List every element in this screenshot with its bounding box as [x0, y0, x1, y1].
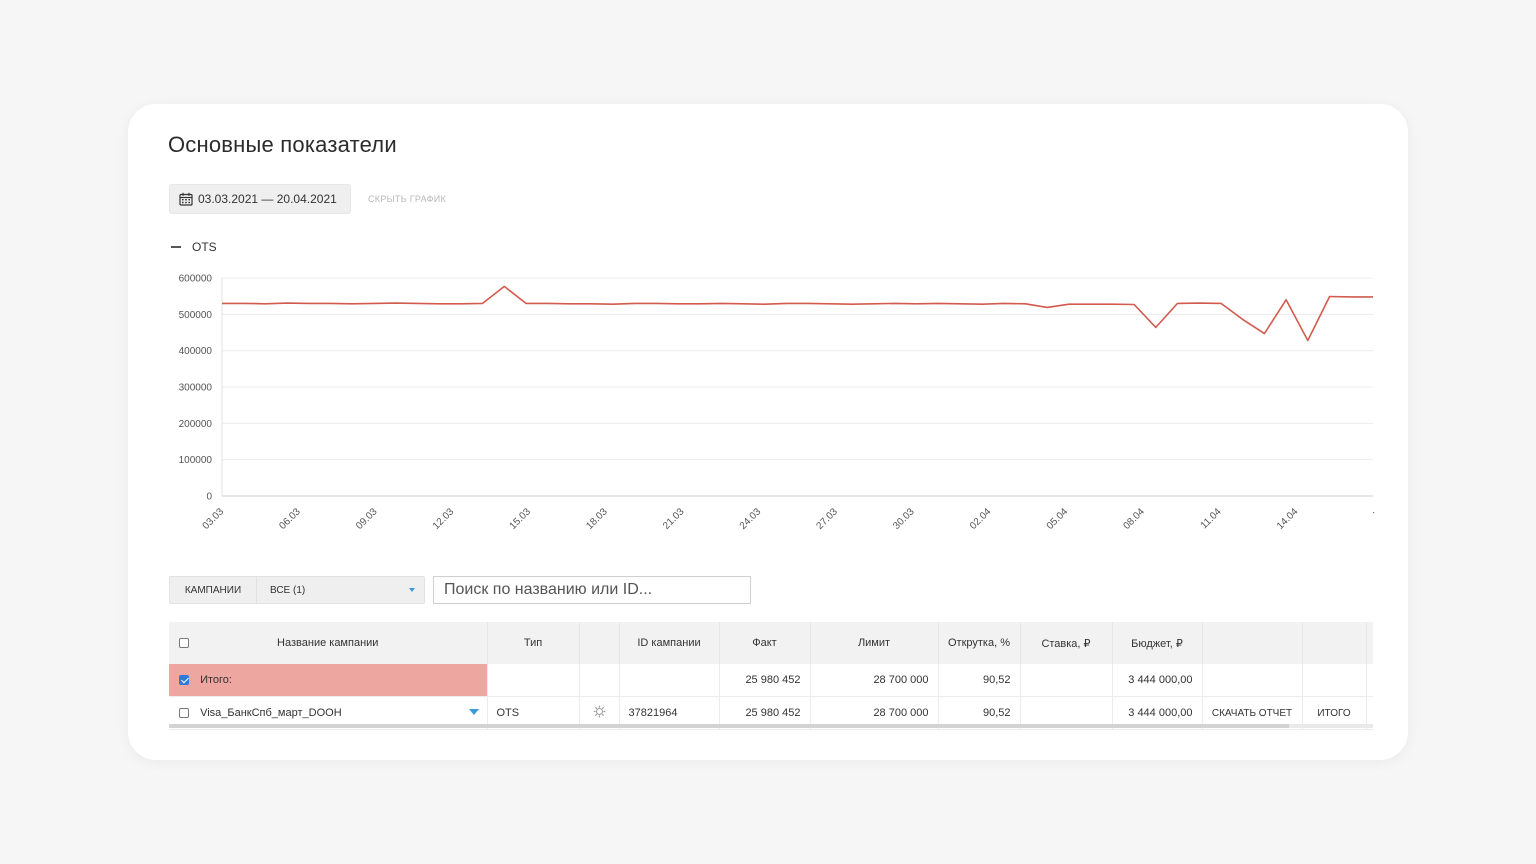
total-name-cell: Итого: — [169, 664, 488, 697]
page-title: Основные показатели — [168, 132, 397, 157]
select-all-checkbox[interactable] — [179, 638, 189, 648]
x-tick-label: 30.03 — [891, 506, 917, 532]
header-limit[interactable]: Лимит — [810, 622, 939, 664]
campaign-name[interactable]: Visa_БанкСпб_март_DOOH — [200, 707, 342, 719]
gear-icon[interactable] — [593, 705, 606, 718]
y-tick-label: 600000 — [179, 274, 213, 285]
x-tick-label: 15.03 — [508, 506, 534, 532]
campaigns-filter-select[interactable]: Все (1) — [257, 576, 425, 604]
main-indicators-card: Основные показатели 03.03.2021 — 20.04.2… — [128, 104, 1408, 760]
x-tick-label: . — [1367, 506, 1377, 516]
x-tick-label: 14.04 — [1275, 506, 1301, 532]
total-empty-1 — [1202, 664, 1303, 697]
total-spacer — [1366, 664, 1373, 697]
scrollbar-thumb[interactable] — [169, 724, 1289, 728]
campaigns-filter-value: Все (1) — [270, 584, 306, 596]
header-settings — [579, 622, 620, 664]
x-tick-label: 03.03 — [201, 506, 227, 532]
total-label: Итого: — [200, 674, 232, 686]
header-fact[interactable]: Факт — [719, 622, 811, 664]
total-row: Итого: 25 980 452 28 700 000 90,52 3 444… — [169, 664, 1373, 697]
caret-down-icon[interactable] — [468, 709, 479, 715]
header-download — [1202, 622, 1303, 664]
header-campaign-id[interactable]: ID кампании — [619, 622, 720, 664]
header-total — [1302, 622, 1367, 664]
x-tick-label: 02.04 — [968, 506, 994, 532]
y-tick-label: 100000 — [179, 455, 213, 466]
x-tick-label: 11.04 — [1199, 506, 1224, 531]
chevron-down-icon — [409, 588, 415, 592]
legend-line-icon — [171, 246, 181, 248]
campaigns-table: Название кампании Тип ID кампании Факт Л… — [169, 622, 1373, 730]
total-checkbox[interactable] — [179, 675, 189, 686]
search-input[interactable] — [433, 576, 751, 604]
header-progress[interactable]: Открутка, % — [938, 622, 1021, 664]
x-tick-label: 06.03 — [277, 506, 303, 532]
total-fact: 25 980 452 — [719, 664, 811, 697]
y-tick-label: 300000 — [179, 383, 213, 394]
date-range-text: 03.03.2021 — 20.04.2021 — [198, 192, 337, 206]
x-tick-label: 24.03 — [738, 506, 764, 532]
calendar-icon — [179, 192, 193, 206]
header-spacer — [1366, 622, 1373, 664]
header-type[interactable]: Тип — [487, 622, 580, 664]
x-tick-label: 18.03 — [584, 506, 610, 532]
horizontal-scrollbar[interactable] — [169, 724, 1373, 728]
row-checkbox[interactable] — [179, 708, 189, 719]
y-tick-label: 200000 — [179, 419, 213, 430]
campaign-filter: Кампании Все (1) — [169, 576, 425, 604]
total-progress: 90,52 — [938, 664, 1021, 697]
chart-legend[interactable]: OTS — [171, 240, 217, 254]
header-rate[interactable]: Ставка, ₽ — [1020, 622, 1113, 664]
x-tick-label: 05.04 — [1045, 506, 1071, 532]
total-type-cell — [487, 664, 580, 697]
header-budget[interactable]: Бюджет, ₽ — [1112, 622, 1203, 664]
y-tick-label: 0 — [206, 492, 212, 503]
header-name-label: Название кампании — [277, 637, 379, 649]
date-range-picker[interactable]: 03.03.2021 — 20.04.2021 — [169, 184, 351, 214]
y-tick-label: 400000 — [179, 346, 213, 357]
x-tick-label: 27.03 — [815, 506, 841, 532]
x-tick-label: 09.03 — [354, 506, 380, 532]
table-header-row: Название кампании Тип ID кампании Факт Л… — [169, 622, 1373, 664]
series-line-ots[interactable] — [222, 285, 1373, 342]
total-budget: 3 444 000,00 — [1112, 664, 1203, 697]
row-spacer — [1366, 696, 1373, 730]
y-tick-label: 500000 — [179, 310, 213, 321]
total-id-cell — [619, 664, 720, 697]
x-tick-label: 21.03 — [661, 506, 687, 532]
total-rate — [1020, 664, 1113, 697]
campaigns-filter-label: Кампании — [169, 576, 257, 604]
ots-line-chart: 0 100000 200000 300000 400000 500000 600000 03.… — [179, 274, 1377, 532]
header-name[interactable]: Название кампании — [169, 622, 488, 664]
legend-series-label: OTS — [192, 240, 217, 254]
hide-chart-link[interactable]: СКРЫТЬ ГРАФИК — [368, 194, 447, 204]
total-settings-cell — [579, 664, 620, 697]
total-limit: 28 700 000 — [810, 664, 939, 697]
x-tick-label: 08.04 — [1121, 506, 1147, 532]
total-empty-2 — [1302, 664, 1367, 697]
x-tick-label: 12.03 — [431, 506, 457, 532]
